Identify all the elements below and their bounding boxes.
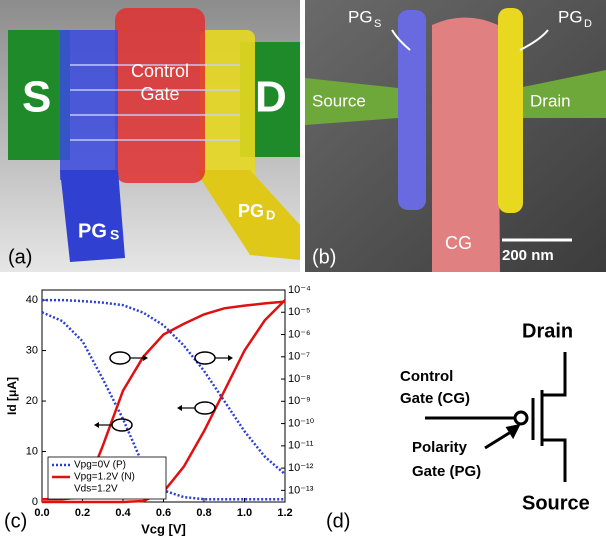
chart: (c) 0.0 0.2 0.4 0.6 0.8 1.0 1.2 0 10 20 30 40 10⁻¹³ 1…: [4, 284, 315, 537]
y-tick-label: 20: [26, 395, 38, 407]
source-label: Source: [312, 91, 366, 110]
pg-d-subscript: D: [266, 207, 275, 222]
source-label: Source: [522, 492, 590, 514]
y2-tick-label: 10⁻¹³: [288, 484, 314, 496]
y2-tick-label: 10⁻⁶: [288, 328, 311, 340]
panel-b: Source Drain PG S PG D CG 200 nm (b): [305, 0, 606, 272]
drain-label: D: [255, 73, 287, 122]
panel-label: (b): [312, 246, 336, 268]
pg-d-label: PG: [558, 7, 583, 26]
cg-label: CG: [445, 233, 472, 253]
figure: S D Control Gate PG S PG D (a) Source Dr…: [0, 0, 606, 541]
y2-tick-label: 10⁻⁴: [288, 284, 311, 296]
drain-wire: [542, 352, 565, 395]
drain-label: Drain: [522, 320, 573, 342]
polarity-gate-label: Polarity: [412, 439, 468, 456]
annotation: Vds=1.2V: [74, 484, 118, 495]
panel-a: S D Control Gate PG S PG D (a): [0, 0, 300, 272]
x-tick-label: 1.2: [277, 507, 292, 519]
panel-label: (d): [326, 510, 350, 532]
y2-tick-label: 10⁻¹²: [288, 462, 314, 474]
y-tick-label: 0: [32, 496, 38, 508]
drain-label: Drain: [530, 91, 571, 110]
pg-d-subscript: D: [584, 18, 592, 30]
pg-s-region: [398, 10, 426, 210]
y-tick-label: 10: [26, 445, 38, 457]
polarity-gate-label: Gate (PG): [412, 463, 481, 480]
polarity-bubble: [515, 412, 527, 424]
control-gate-label: Gate: [140, 84, 179, 104]
panel-label: (a): [8, 246, 32, 268]
control-gate-label: Control: [400, 368, 453, 385]
pg-d-label: PG: [238, 201, 264, 221]
control-gate-label: Control: [131, 61, 189, 81]
y-tick-label: 30: [26, 344, 38, 356]
y2-tick-label: 10⁻⁷: [288, 351, 310, 363]
panel-label: (c): [4, 510, 27, 532]
x-tick-label: 0.6: [156, 507, 171, 519]
x-tick-label: 0.2: [75, 507, 90, 519]
y2-tick-label: 10⁻¹¹: [288, 440, 314, 452]
pg-s-block: [60, 30, 118, 180]
pg-s-label: PG: [348, 7, 373, 26]
x-tick-label: 1.0: [237, 507, 252, 519]
pg-s-label: PG: [78, 220, 107, 242]
y-axis-label: Id [μA]: [5, 377, 19, 415]
panel-d-labels: Drain Source Control Gate (CG) Polarity …: [326, 320, 590, 532]
y-tick-label: 40: [26, 294, 38, 306]
x-tick-label: 0.8: [196, 507, 211, 519]
pg-s-subscript: S: [110, 227, 119, 243]
legend-label: Vpg=1.2V (N): [74, 472, 135, 483]
pg-d-region: [498, 8, 523, 213]
y2-tick-label: 10⁻¹⁰: [288, 417, 315, 429]
x-tick-label: 0.0: [34, 507, 49, 519]
source-label: S: [22, 73, 51, 122]
pg-s-lead: [60, 170, 125, 262]
scale-bar-label: 200 nm: [502, 247, 554, 264]
source-wire: [542, 440, 565, 482]
y2-tick-label: 10⁻⁸: [288, 373, 311, 385]
legend-label: Vpg=0V (P): [74, 460, 126, 471]
x-axis-label: Vcg [V]: [141, 521, 186, 536]
pg-d-block: [200, 30, 255, 180]
x-tick-label: 0.4: [115, 507, 131, 519]
y2-tick-label: 10⁻⁵: [288, 306, 311, 318]
pg-s-subscript: S: [374, 18, 381, 30]
y2-tick-label: 10⁻⁹: [288, 395, 311, 407]
control-gate-label: Gate (CG): [400, 390, 470, 407]
